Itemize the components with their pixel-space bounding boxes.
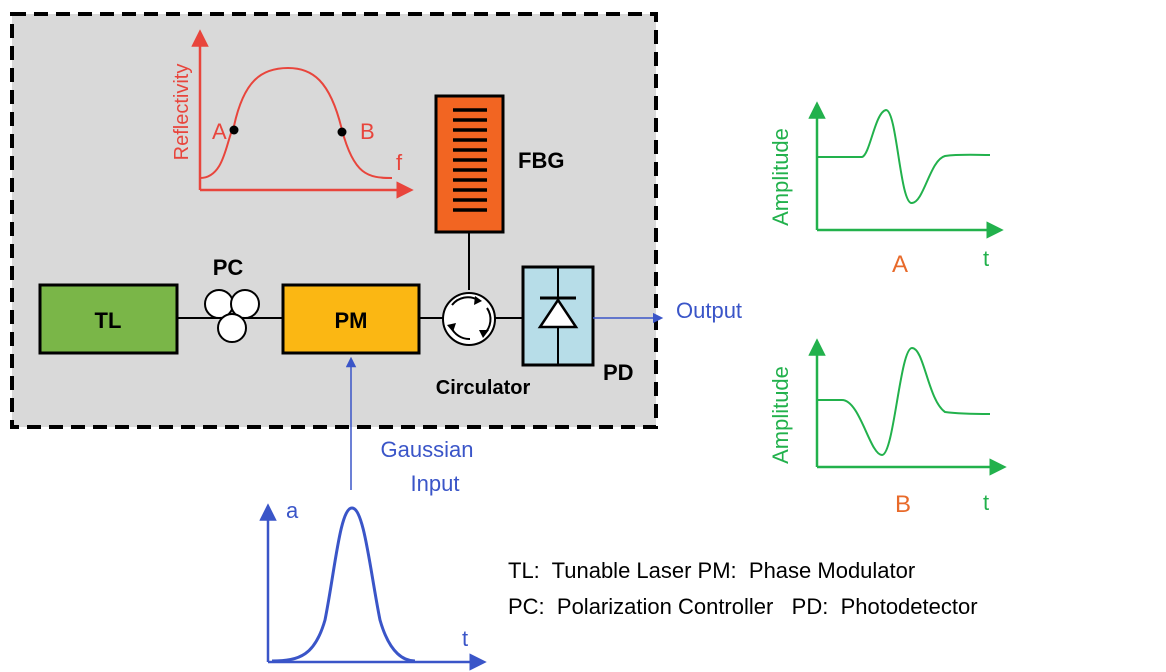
input-label-line1: Gaussian (381, 437, 474, 462)
plot-b-caption: B (895, 491, 911, 518)
waveform-b (817, 346, 991, 457)
point-a-label: A (212, 119, 227, 144)
output-plot-b: Amplitude B t (768, 338, 1007, 518)
circulator-label: Circulator (436, 377, 531, 399)
fbg-label: FBG (518, 148, 564, 173)
output-plot-a: Amplitude A t (768, 101, 1004, 278)
plot-a-x-label: t (983, 246, 989, 271)
input-x-label: t (462, 626, 468, 651)
fbg-component (434, 94, 505, 290)
reflectivity-axis-label: Reflectivity (171, 64, 193, 161)
plot-b-y-label: Amplitude (768, 366, 793, 464)
tl-box (38, 283, 179, 355)
pd-label: PD (603, 360, 634, 385)
pc-component (204, 289, 260, 343)
waveform-a (817, 108, 991, 205)
frequency-axis-label: f (396, 150, 403, 175)
legend-line-2: PC: Polarization Controller PD: Photodet… (508, 594, 978, 619)
plot-a-caption: A (892, 251, 908, 278)
pm-box (281, 283, 421, 355)
pc-label: PC (213, 255, 244, 280)
output-label: Output (676, 298, 742, 323)
pm-label: PM (335, 308, 368, 333)
plot-b-x-label: t (983, 490, 989, 515)
system-enclosure (10, 12, 658, 429)
pd-component (521, 265, 595, 367)
point-a-marker (229, 125, 239, 135)
gaussian-curve (271, 506, 416, 663)
input-pulse-plot: a t (259, 498, 487, 671)
tl-label: TL (95, 308, 122, 333)
input-label-line2: Input (411, 471, 460, 496)
point-b-label: B (360, 119, 375, 144)
point-b-marker (337, 127, 347, 137)
plot-a-y-label: Amplitude (768, 128, 793, 226)
legend-line-1: TL: Tunable Laser PM: Phase Modulator (508, 558, 915, 583)
reflectivity-plot: A B Reflectivity f (171, 29, 414, 199)
circulator-component (442, 292, 496, 346)
reflectivity-curve (199, 66, 393, 179)
input-y-label: a (286, 498, 299, 523)
